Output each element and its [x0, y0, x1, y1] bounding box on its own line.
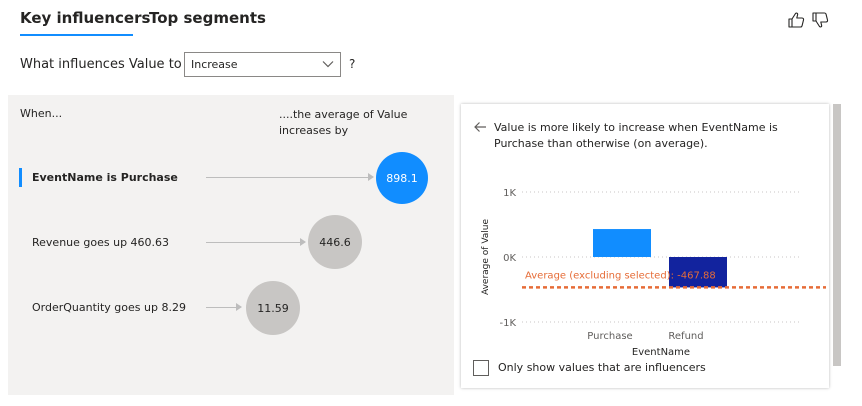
chart-y-tick-label: -1K	[499, 318, 516, 329]
connector-arrow-icon	[300, 238, 306, 246]
influencers-panel	[8, 95, 454, 395]
average-value-chart: 1K 0K -1K Average (excluding selected): -4…	[481, 188, 826, 358]
chart-reference-label: Average (excluding selected): -467.88	[525, 270, 716, 281]
average-header: ....the average of Value increases by	[279, 108, 408, 137]
influencer-bubble-revenue[interactable]: 446.6	[308, 215, 362, 269]
influencer-connector	[206, 307, 238, 308]
chart-y-tick-label: 1K	[503, 188, 516, 199]
influencers-only-checkbox[interactable]	[473, 360, 489, 376]
connector-arrow-icon	[236, 303, 242, 311]
tab-key-influencers[interactable]: Key influencers	[20, 9, 151, 27]
panel-scrollbar[interactable]	[833, 104, 841, 366]
when-header: When...	[20, 107, 63, 120]
chart-bars	[593, 229, 727, 288]
influencer-label-orderquantity[interactable]: OrderQuantity goes up 8.29	[32, 301, 186, 314]
active-tab-underline	[20, 34, 133, 36]
influencer-bubble-orderquantity[interactable]: 11.59	[246, 281, 300, 335]
chart-bar	[593, 229, 651, 257]
thumbs-down-icon[interactable]	[811, 11, 829, 29]
question-label: What influences Value to	[20, 57, 182, 72]
chart-category-label: Refund	[668, 331, 703, 342]
influencer-connector	[206, 242, 302, 243]
chart-reference-line: Average (excluding selected): -467.88	[522, 270, 826, 289]
direction-dropdown[interactable]: Increase	[184, 52, 341, 77]
tab-top-segments[interactable]: Top segments	[149, 9, 266, 27]
influencer-bubble-eventname[interactable]: 898.1	[376, 152, 428, 204]
chart-y-tick-label: 0K	[503, 253, 516, 264]
detail-description: Value is more likely to increase when Ev…	[494, 121, 778, 150]
thumbs-up-icon[interactable]	[787, 11, 805, 29]
dropdown-value: Increase	[191, 58, 238, 71]
chart-bar	[669, 257, 727, 288]
chevron-down-icon	[322, 61, 334, 68]
chart-category-label: Purchase	[587, 331, 632, 342]
influencer-label-revenue[interactable]: Revenue goes up 460.63	[32, 236, 170, 249]
chart-gridlines	[522, 191, 800, 323]
influencers-only-label: Only show values that are influencers	[498, 361, 706, 374]
chart-y-ticks: 1K 0K -1K	[499, 188, 516, 329]
influencer-connector	[206, 177, 370, 178]
influencer-label-eventname[interactable]: EventName is Purchase	[32, 171, 178, 184]
chart-categories: Purchase Refund	[587, 331, 703, 342]
chart-y-axis-label: Average of Value	[481, 219, 491, 296]
back-arrow-icon[interactable]	[473, 121, 487, 133]
connector-arrow-icon	[368, 173, 374, 181]
chart-x-axis-label: EventName	[632, 347, 690, 358]
selected-indicator	[19, 168, 22, 187]
help-question-mark[interactable]: ?	[349, 57, 356, 71]
